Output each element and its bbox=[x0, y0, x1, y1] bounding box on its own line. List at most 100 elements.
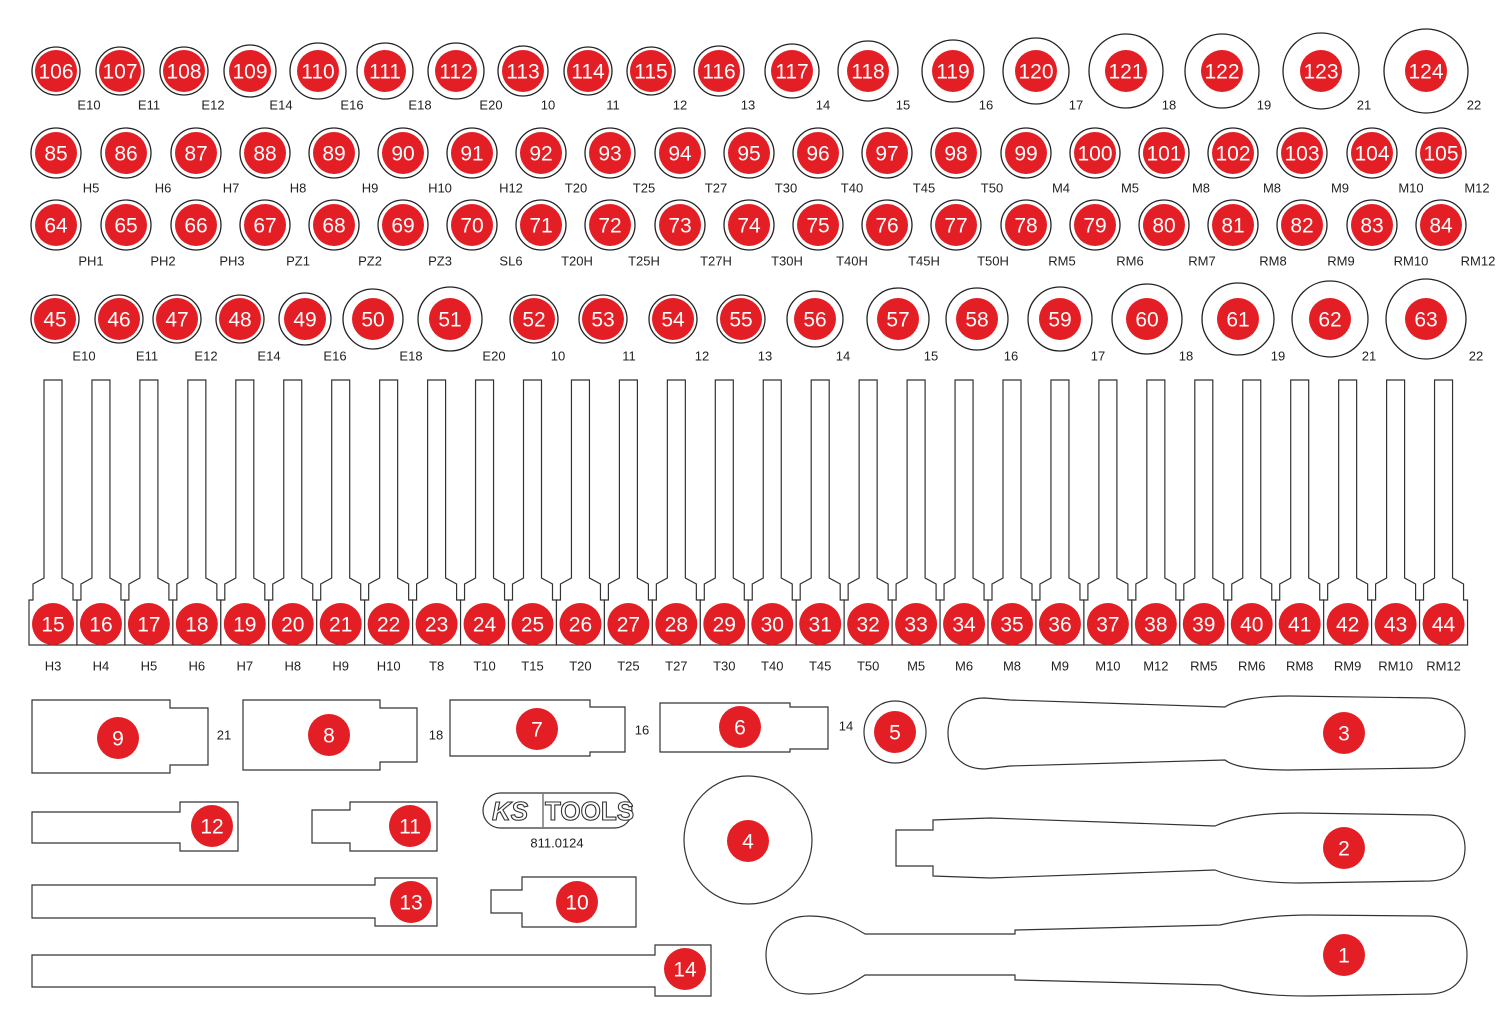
long-bit-position-34: 34 bbox=[943, 603, 986, 645]
long-bit-position-38: 38 bbox=[1134, 603, 1177, 645]
position-number: 16 bbox=[89, 614, 112, 637]
bit-position-78: 78 bbox=[1000, 199, 1052, 251]
position-number: 26 bbox=[569, 614, 592, 637]
slot-tool-1 bbox=[765, 914, 1468, 997]
number-badge bbox=[1323, 712, 1365, 754]
position-number: 20 bbox=[281, 614, 304, 637]
position-number: 74 bbox=[737, 215, 761, 238]
position-number: 10 bbox=[565, 892, 588, 915]
size-label: PH1 bbox=[78, 254, 103, 269]
tool-position-11: 11 bbox=[389, 805, 431, 847]
number-badge bbox=[451, 132, 493, 174]
position-number: 82 bbox=[1290, 215, 1313, 238]
number-badge bbox=[513, 298, 555, 340]
position-number: 117 bbox=[775, 61, 808, 84]
position-number: 121 bbox=[1108, 61, 1143, 84]
size-label: E14 bbox=[269, 98, 292, 113]
position-number: 59 bbox=[1048, 309, 1071, 332]
number-badge bbox=[415, 603, 458, 645]
position-number: 72 bbox=[598, 215, 621, 238]
number-badge bbox=[932, 50, 974, 92]
number-badge bbox=[175, 204, 217, 246]
size-label: 19 bbox=[1271, 349, 1285, 364]
number-badge bbox=[97, 717, 139, 759]
position-number: 35 bbox=[1000, 614, 1023, 637]
position-number: 12 bbox=[200, 816, 223, 839]
size-label: T8 bbox=[429, 659, 444, 674]
position-number: 33 bbox=[904, 614, 927, 637]
position-number: 79 bbox=[1083, 215, 1106, 238]
position-number: 94 bbox=[668, 143, 692, 166]
bit-position-97: 97 bbox=[861, 127, 913, 179]
number-badge bbox=[1351, 132, 1393, 174]
position-number: 30 bbox=[761, 614, 784, 637]
bit-position-119: 119 bbox=[921, 39, 985, 103]
position-number: 95 bbox=[737, 143, 760, 166]
long-bit-position-28: 28 bbox=[655, 603, 698, 645]
position-number: 102 bbox=[1215, 143, 1250, 166]
tool-position-2: 2 bbox=[1323, 827, 1365, 869]
size-label: T50 bbox=[981, 181, 1003, 196]
position-number: 4 bbox=[742, 831, 754, 854]
number-badge bbox=[229, 50, 271, 92]
number-badge bbox=[664, 948, 706, 990]
size-label: T25 bbox=[617, 659, 639, 674]
number-badge bbox=[1005, 204, 1047, 246]
position-number: 40 bbox=[1240, 614, 1263, 637]
position-number: 63 bbox=[1414, 309, 1437, 332]
tool-outlines bbox=[28, 379, 1469, 997]
position-number: 3 bbox=[1338, 723, 1350, 746]
position-number: 99 bbox=[1014, 143, 1037, 166]
number-badge bbox=[520, 132, 562, 174]
number-badge bbox=[1105, 50, 1147, 92]
position-number: 22 bbox=[377, 614, 400, 637]
bit-position-113: 113 bbox=[497, 45, 549, 97]
position-number: 122 bbox=[1204, 61, 1239, 84]
size-label: H3 bbox=[45, 659, 62, 674]
number-badge bbox=[79, 603, 122, 645]
long-bit-position-29: 29 bbox=[703, 603, 746, 645]
position-number: 116 bbox=[702, 61, 735, 84]
bit-position-110: 110 bbox=[289, 42, 347, 100]
long-bit-position-24: 24 bbox=[463, 603, 506, 645]
position-number: 49 bbox=[293, 309, 316, 332]
long-bit-position-20: 20 bbox=[271, 603, 314, 645]
bit-position-123: 123 bbox=[1282, 32, 1360, 110]
bit-position-57: 57 bbox=[866, 287, 930, 351]
number-badge bbox=[319, 603, 362, 645]
size-label: RM6 bbox=[1238, 659, 1265, 674]
size-label: M8 bbox=[1263, 181, 1281, 196]
position-number: 32 bbox=[856, 614, 879, 637]
number-badge bbox=[1281, 204, 1323, 246]
bit-position-95: 95 bbox=[723, 127, 775, 179]
size-label: T40H bbox=[836, 254, 868, 269]
bit-position-61: 61 bbox=[1201, 282, 1275, 356]
size-label: PZ3 bbox=[428, 254, 452, 269]
position-number: 14 bbox=[673, 959, 697, 982]
position-number: 108 bbox=[166, 61, 201, 84]
position-number: 18 bbox=[185, 614, 208, 637]
position-number: 24 bbox=[473, 614, 497, 637]
size-label: RM5 bbox=[1190, 659, 1217, 674]
number-badge bbox=[866, 204, 908, 246]
position-number: 56 bbox=[803, 309, 826, 332]
position-number: 57 bbox=[886, 309, 909, 332]
size-label: T27 bbox=[665, 659, 687, 674]
position-number: 47 bbox=[165, 309, 188, 332]
number-badge bbox=[1015, 50, 1057, 92]
position-number: 66 bbox=[184, 215, 207, 238]
position-number: 97 bbox=[875, 143, 898, 166]
position-number: 92 bbox=[529, 143, 552, 166]
number-badge bbox=[1086, 603, 1129, 645]
size-label: T20H bbox=[561, 254, 593, 269]
number-badge bbox=[895, 603, 938, 645]
number-badge bbox=[1182, 603, 1225, 645]
position-number: 69 bbox=[391, 215, 414, 238]
bit-position-112: 112 bbox=[427, 42, 485, 100]
position-number: 105 bbox=[1423, 143, 1458, 166]
long-bit-position-42: 42 bbox=[1326, 603, 1369, 645]
bit-position-121: 121 bbox=[1088, 33, 1164, 109]
size-label: T25 bbox=[633, 181, 655, 196]
number-badge bbox=[659, 132, 701, 174]
